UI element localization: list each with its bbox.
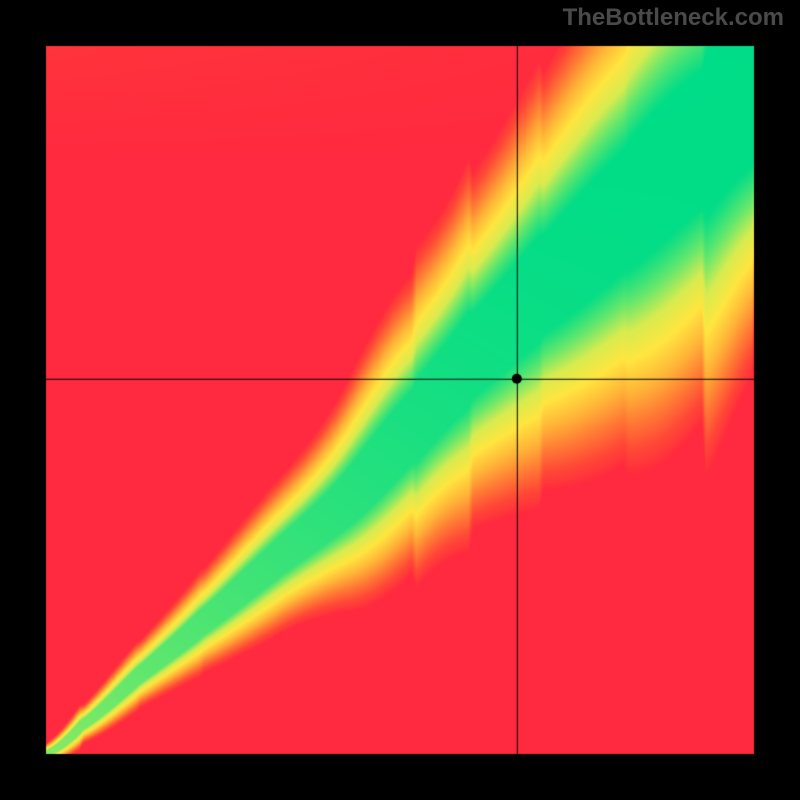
chart-wrapper: TheBottleneck.com [0, 0, 800, 800]
watermark-text: TheBottleneck.com [563, 4, 784, 32]
bottleneck-heatmap [0, 0, 800, 800]
